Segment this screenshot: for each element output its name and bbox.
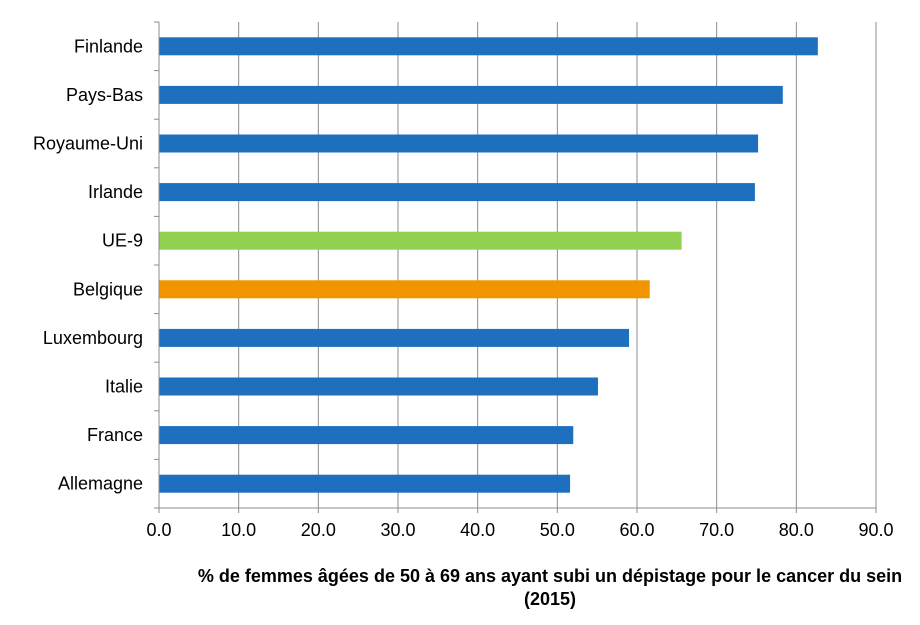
x-tick-label: 80.0 [779, 520, 814, 540]
x-tick-label: 40.0 [460, 520, 495, 540]
category-label: Finlande [74, 36, 143, 56]
x-tick-label: 0.0 [146, 520, 171, 540]
x-tick-label: 60.0 [619, 520, 654, 540]
category-label: Italie [105, 377, 143, 397]
category-label: Belgique [73, 279, 143, 299]
x-axis-title: % de femmes âgées de 50 à 69 ans ayant s… [197, 566, 903, 609]
bar [159, 474, 571, 493]
bar [159, 37, 818, 56]
bar [159, 183, 755, 202]
x-tick-label: 70.0 [699, 520, 734, 540]
category-label: Luxembourg [43, 328, 143, 348]
x-tick-label: 10.0 [221, 520, 256, 540]
category-label: Allemagne [58, 474, 143, 494]
bar [159, 85, 783, 104]
x-tick-label: 50.0 [540, 520, 575, 540]
x-tick-label: 30.0 [380, 520, 415, 540]
bar [159, 328, 630, 347]
bar [159, 426, 574, 445]
bar [159, 134, 759, 153]
bar [159, 280, 650, 299]
category-label: Irlande [88, 182, 143, 202]
category-label: UE-9 [102, 231, 143, 251]
bar [159, 231, 682, 250]
x-tick-label: 90.0 [858, 520, 893, 540]
category-label: France [87, 425, 143, 445]
x-tick-label: 20.0 [301, 520, 336, 540]
category-label: Pays-Bas [66, 85, 143, 105]
bar [159, 377, 598, 396]
category-label: Royaume-Uni [33, 134, 143, 154]
